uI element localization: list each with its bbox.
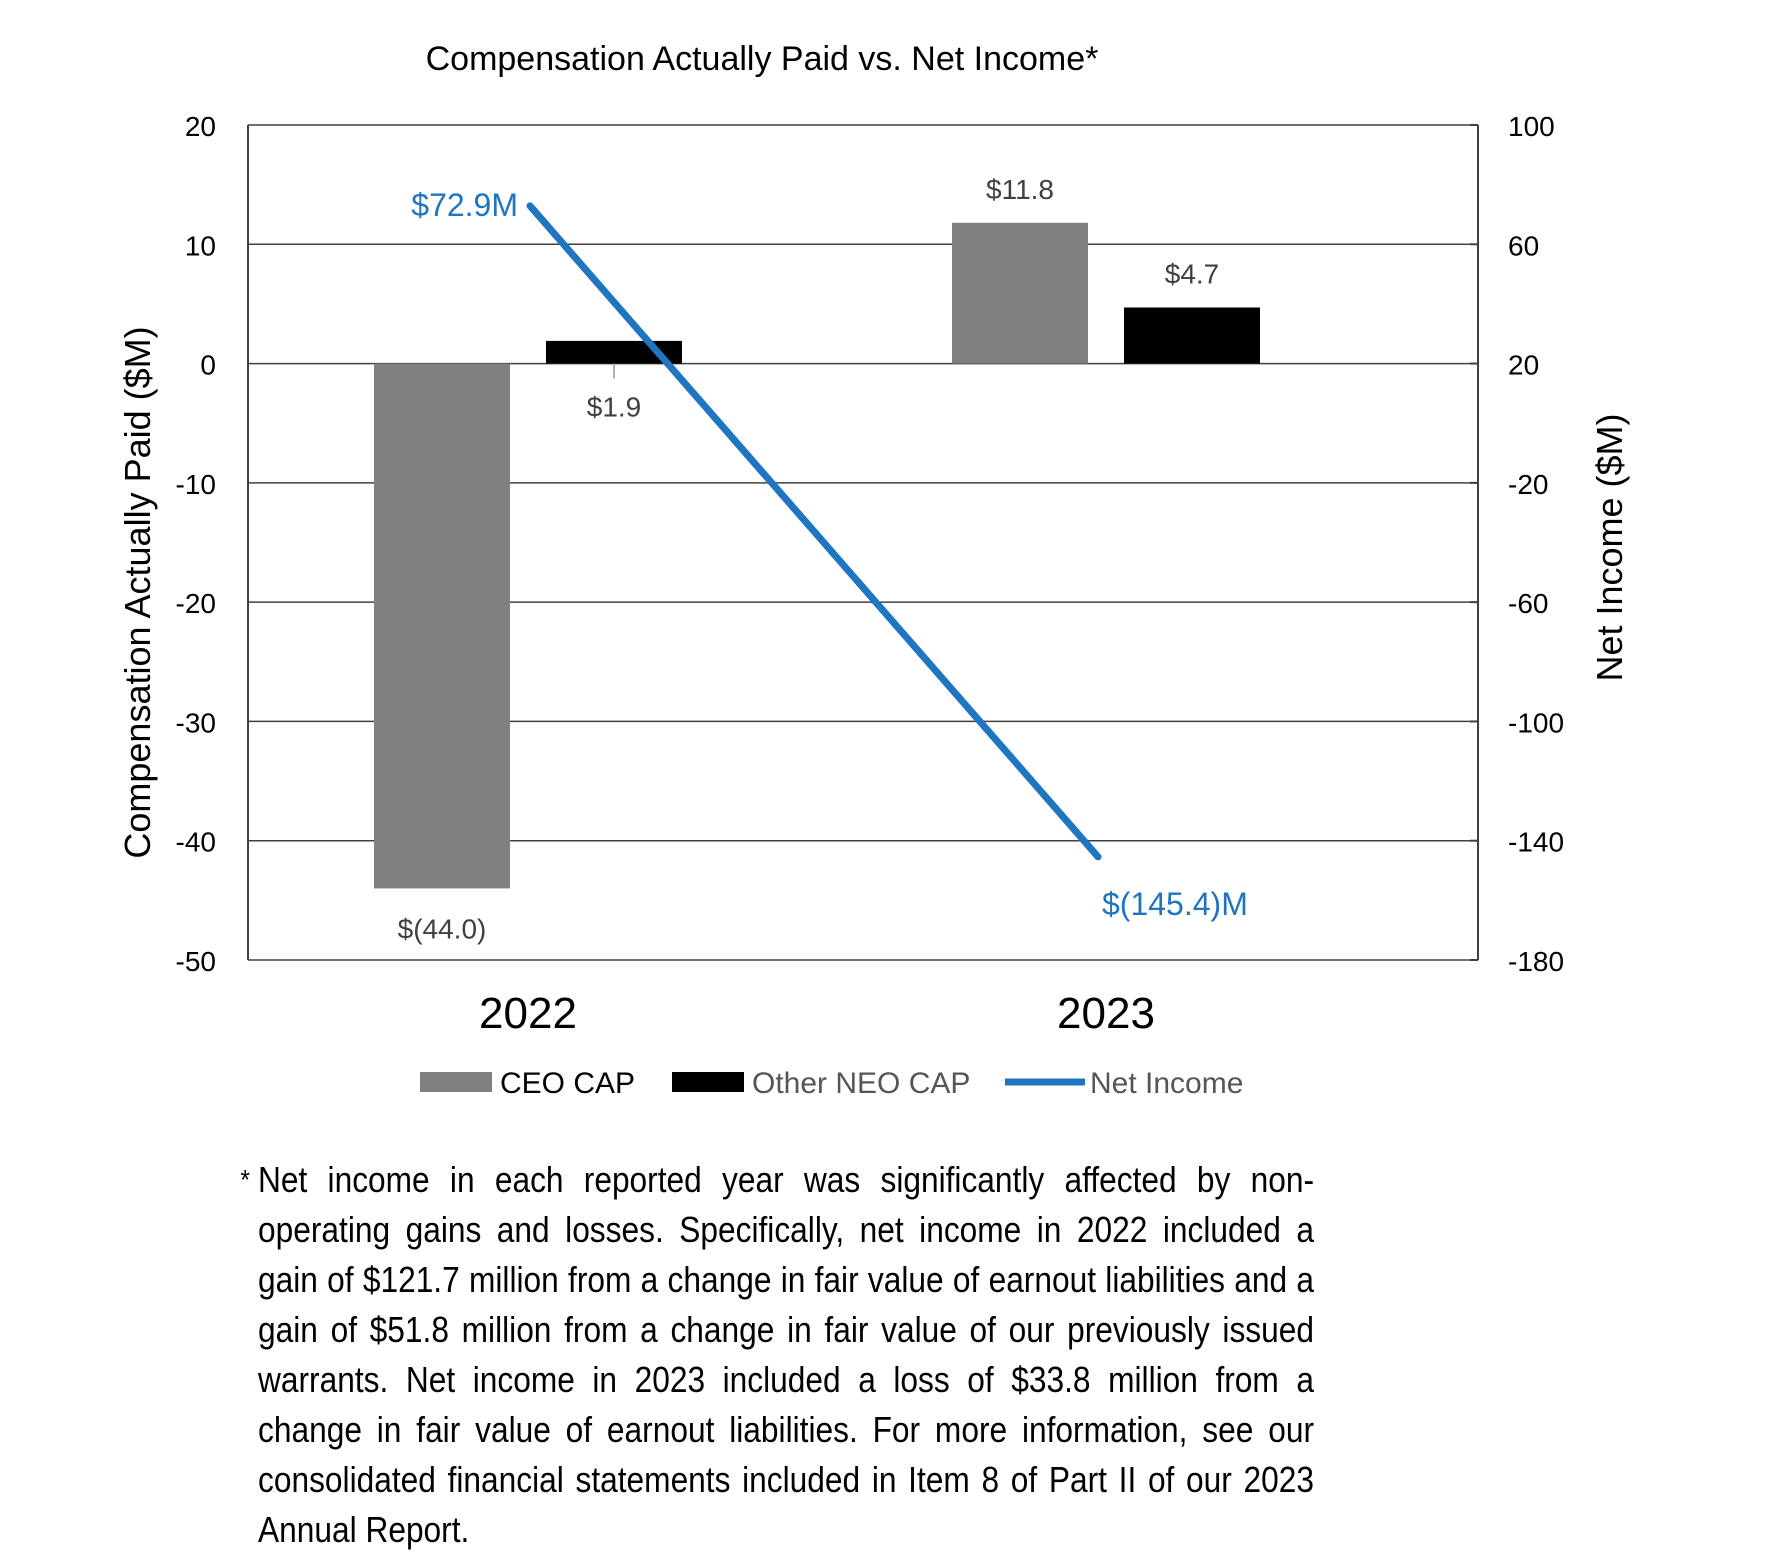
ceo-cap-bar xyxy=(952,222,1088,364)
net-income-line xyxy=(526,202,1102,861)
x-category-label: 2023 xyxy=(1057,989,1155,1038)
right-axis-tick-label: -180 xyxy=(1508,946,1564,977)
left-axis-title: Compensation Actually Paid ($M) xyxy=(117,326,158,858)
legend-other-neo-cap-label: Other NEO CAP xyxy=(752,1067,970,1100)
left-axis-tick-label: 20 xyxy=(185,111,216,142)
left-axis-tick-label: -10 xyxy=(176,469,216,500)
bar-data-label: $11.8 xyxy=(986,174,1054,205)
right-axis-tick-label: -140 xyxy=(1508,827,1564,858)
footnote-text: Net income in each reported year was sig… xyxy=(258,1159,1314,1550)
right-axis-tick-label: 60 xyxy=(1508,230,1539,261)
other-neo-cap-bar xyxy=(546,340,682,364)
ceo-cap-bar xyxy=(374,363,510,889)
left-axis-tick-label: 0 xyxy=(200,350,216,381)
net-income-label: $72.9M xyxy=(411,187,518,223)
right-axis-tick-label: -20 xyxy=(1508,469,1548,500)
net-income-label: $(145.4)M xyxy=(1102,886,1248,922)
right-axis-tick-label: 100 xyxy=(1508,111,1555,142)
legend-net-income-label: Net Income xyxy=(1090,1067,1243,1100)
bar-data-label: $(44.0) xyxy=(398,913,487,944)
legend-ceo-cap-label: CEO CAP xyxy=(500,1067,635,1100)
left-axis-tick-label: -40 xyxy=(176,827,216,858)
other-neo-cap-bar xyxy=(1124,307,1260,364)
left-axis-tick-label: -20 xyxy=(176,588,216,619)
footnote: * Net income in each reported year was s… xyxy=(240,1155,1314,1555)
right-axis-tick-label: -100 xyxy=(1508,707,1564,738)
legend-other-neo-cap-swatch xyxy=(672,1072,744,1092)
left-axis-tick-label: 10 xyxy=(185,230,216,261)
right-axis-title: Net Income ($M) xyxy=(1589,413,1630,681)
x-category-label: 2022 xyxy=(479,989,577,1038)
right-axis-tick-label: 20 xyxy=(1508,350,1539,381)
right-axis-tick-label: -60 xyxy=(1508,588,1548,619)
footnote-marker: * xyxy=(240,1164,250,1195)
bar-data-label: $4.7 xyxy=(1165,259,1220,290)
legend-ceo-cap-swatch xyxy=(420,1072,492,1092)
left-axis-tick-label: -50 xyxy=(176,946,216,977)
left-axis-tick-label: -30 xyxy=(176,707,216,738)
compensation-vs-net-income-chart: Compensation Actually Paid vs. Net Incom… xyxy=(117,40,1630,1100)
chart-title: Compensation Actually Paid vs. Net Incom… xyxy=(426,40,1099,78)
bar-data-label: $1.9 xyxy=(587,392,642,423)
